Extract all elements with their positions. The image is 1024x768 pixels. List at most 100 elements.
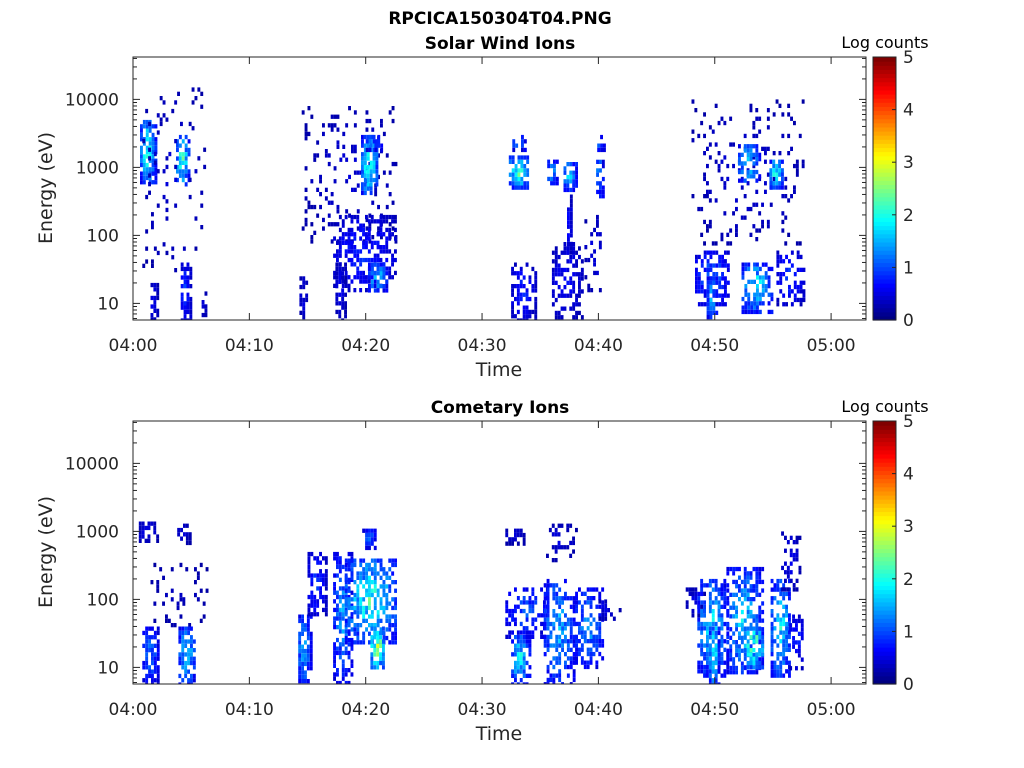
heatmap-cell-solar-wind bbox=[373, 271, 377, 276]
heatmap-cell-solar-wind bbox=[335, 309, 339, 315]
heatmap-cell-solar-wind bbox=[793, 272, 797, 277]
heatmap-cell-cometary bbox=[362, 618, 366, 623]
heatmap-cell-cometary bbox=[333, 650, 336, 656]
heatmap-cell-cometary bbox=[726, 566, 730, 572]
heatmap-cell-cometary bbox=[773, 639, 777, 644]
heatmap-cell-solar-wind bbox=[700, 206, 704, 212]
heatmap-cell-solar-wind bbox=[778, 163, 781, 169]
heatmap-cell-cometary bbox=[717, 665, 721, 670]
heatmap-cell-solar-wind bbox=[302, 297, 306, 303]
heatmap-cell-solar-wind bbox=[171, 108, 175, 114]
heatmap-cell-cometary bbox=[365, 562, 368, 568]
heatmap-cell-solar-wind bbox=[721, 254, 724, 260]
heatmap-cell-cometary bbox=[388, 640, 392, 645]
heatmap-cell-solar-wind bbox=[752, 133, 756, 139]
heatmap-cell-cometary bbox=[555, 591, 559, 597]
heatmap-cell-solar-wind bbox=[330, 114, 334, 119]
heatmap-cell-cometary bbox=[316, 612, 320, 617]
heatmap-cell-cometary bbox=[558, 613, 562, 618]
heatmap-cell-solar-wind bbox=[764, 189, 767, 194]
colorbar-band bbox=[873, 449, 896, 455]
heatmap-cell-solar-wind bbox=[375, 165, 379, 170]
heatmap-cell-cometary bbox=[376, 652, 380, 657]
heatmap-cell-cometary bbox=[738, 588, 741, 593]
heatmap-cell-cometary bbox=[306, 661, 310, 667]
heatmap-cell-solar-wind bbox=[180, 292, 184, 297]
heatmap-cell-cometary bbox=[376, 610, 380, 615]
heatmap-cell-solar-wind bbox=[708, 125, 712, 130]
heatmap-cell-solar-wind bbox=[729, 142, 733, 147]
heatmap-cell-cometary bbox=[322, 556, 325, 561]
heatmap-cell-solar-wind bbox=[560, 306, 564, 311]
heatmap-cell-cometary bbox=[156, 643, 160, 648]
heatmap-cell-cometary bbox=[549, 660, 553, 665]
heatmap-cell-solar-wind bbox=[189, 271, 193, 276]
heatmap-cell-solar-wind bbox=[353, 187, 357, 192]
heatmap-cell-cometary bbox=[306, 679, 310, 684]
heatmap-cell-solar-wind bbox=[695, 289, 698, 294]
heatmap-cell-solar-wind bbox=[554, 310, 558, 316]
heatmap-cell-cometary bbox=[306, 618, 310, 624]
heatmap-cell-solar-wind bbox=[531, 266, 535, 272]
heatmap-cell-cometary bbox=[566, 596, 570, 601]
heatmap-cell-cometary bbox=[549, 643, 553, 648]
heatmap-cell-cometary bbox=[561, 626, 564, 631]
heatmap-cell-cometary bbox=[341, 629, 345, 634]
heatmap-cell-cometary bbox=[569, 656, 573, 661]
heatmap-cell-cometary bbox=[714, 578, 718, 584]
heatmap-cell-solar-wind bbox=[154, 145, 158, 150]
heatmap-cell-cometary bbox=[735, 640, 738, 645]
heatmap-cell-solar-wind bbox=[764, 159, 767, 164]
heatmap-cell-cometary bbox=[531, 600, 535, 605]
heatmap-cell-solar-wind bbox=[758, 296, 762, 302]
heatmap-cell-solar-wind bbox=[140, 132, 143, 138]
heatmap-cell-cometary bbox=[388, 614, 392, 619]
heatmap-cell-cometary bbox=[782, 647, 786, 652]
heatmap-cell-cometary bbox=[301, 644, 304, 649]
heatmap-cell-solar-wind bbox=[706, 194, 709, 199]
heatmap-cell-solar-wind bbox=[531, 284, 535, 289]
heatmap-cell-solar-wind bbox=[366, 169, 370, 174]
heatmap-cell-cometary bbox=[190, 673, 193, 679]
heatmap-cell-cometary bbox=[549, 630, 553, 635]
heatmap-cell-cometary bbox=[190, 652, 193, 657]
heatmap-cell-solar-wind bbox=[584, 275, 588, 280]
heatmap-cell-cometary bbox=[700, 639, 704, 644]
heatmap-cell-solar-wind bbox=[703, 289, 707, 294]
heatmap-cell-solar-wind bbox=[184, 143, 188, 148]
heatmap-cell-cometary bbox=[758, 665, 762, 670]
heatmap-cell-cometary bbox=[706, 647, 709, 652]
heatmap-cell-solar-wind bbox=[569, 293, 573, 298]
heatmap-cell-solar-wind bbox=[785, 267, 788, 272]
heatmap-cell-solar-wind bbox=[379, 227, 383, 233]
heatmap-cell-solar-wind bbox=[755, 169, 759, 175]
heatmap-cell-cometary bbox=[782, 617, 786, 622]
heatmap-cell-cometary bbox=[368, 584, 371, 589]
heatmap-cell-cometary bbox=[382, 567, 386, 572]
heatmap-cell-solar-wind bbox=[302, 284, 306, 290]
heatmap-cell-solar-wind bbox=[517, 181, 521, 186]
heatmap-cell-solar-wind bbox=[697, 280, 701, 285]
heatmap-cell-cometary bbox=[322, 577, 325, 582]
heatmap-cell-solar-wind bbox=[724, 276, 727, 281]
heatmap-cell-cometary bbox=[350, 637, 354, 643]
heatmap-cell-cometary bbox=[341, 607, 345, 613]
heatmap-cell-cometary bbox=[519, 647, 523, 653]
heatmap-cell-solar-wind bbox=[569, 174, 573, 180]
heatmap-cell-solar-wind bbox=[338, 292, 342, 297]
heatmap-cell-cometary bbox=[566, 673, 570, 678]
heatmap-cell-cometary bbox=[788, 596, 791, 601]
heatmap-cell-solar-wind bbox=[566, 183, 570, 188]
heatmap-cell-cometary bbox=[534, 600, 538, 605]
heatmap-cell-solar-wind bbox=[299, 276, 303, 281]
heatmap-cell-solar-wind bbox=[799, 284, 803, 290]
heatmap-cell-cometary bbox=[344, 584, 348, 589]
heatmap-cell-solar-wind bbox=[335, 284, 339, 289]
heatmap-cell-cometary bbox=[514, 660, 517, 666]
heatmap-cell-solar-wind bbox=[370, 245, 374, 250]
heatmap-cell-cometary bbox=[522, 596, 526, 601]
heatmap-cell-cometary bbox=[145, 665, 149, 670]
heatmap-cell-solar-wind bbox=[761, 279, 765, 284]
heatmap-cell-solar-wind bbox=[778, 185, 781, 190]
heatmap-cell-solar-wind bbox=[391, 161, 395, 167]
